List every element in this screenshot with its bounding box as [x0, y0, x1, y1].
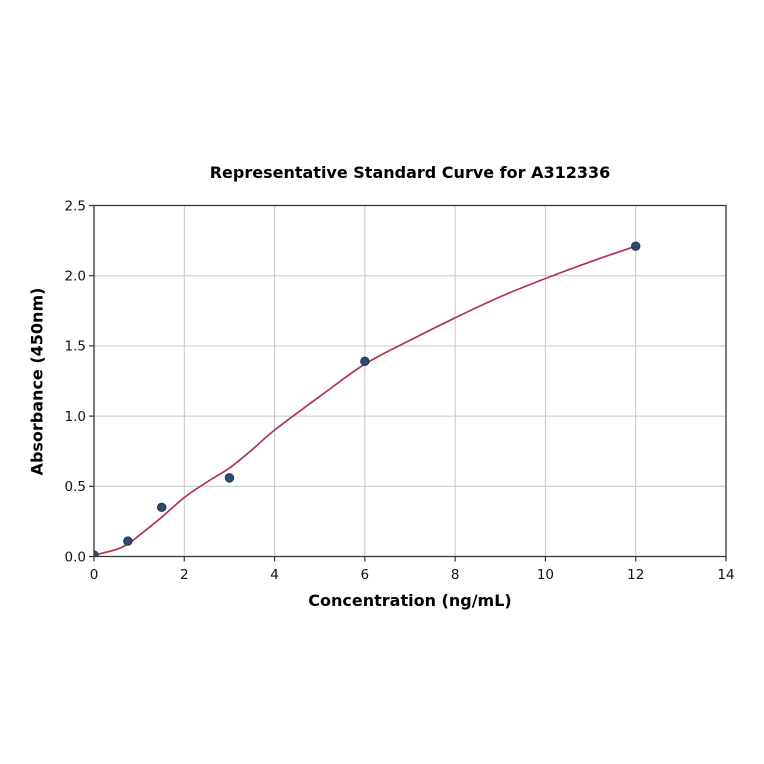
- x-tick-label: 10: [537, 567, 554, 583]
- x-tick-label: 12: [627, 567, 644, 583]
- x-axis-label: Concentration (ng/mL): [308, 591, 512, 610]
- chart-title: Representative Standard Curve for A31233…: [209, 163, 611, 182]
- y-tick-label: 2.0: [65, 269, 86, 285]
- y-tick-label: 0.5: [65, 479, 86, 495]
- data-layer: [94, 241, 641, 557]
- fit-curve-line: [94, 245, 637, 556]
- x-tick-label: 14: [717, 567, 734, 583]
- data-point-marker: [157, 502, 167, 513]
- y-tick-label: 1.5: [65, 339, 86, 355]
- data-point-marker: [224, 473, 235, 483]
- x-tick-label: 4: [270, 567, 279, 583]
- x-tick-label: 0: [90, 567, 99, 583]
- x-tick-label: 8: [451, 567, 460, 583]
- data-point-marker: [123, 536, 133, 546]
- y-tick-label: 2.5: [65, 198, 86, 214]
- y-tick-label: 0.0: [65, 549, 86, 565]
- x-tick-label: 2: [180, 567, 189, 583]
- y-tick-label: 1.0: [65, 409, 86, 425]
- data-point-marker: [631, 241, 641, 251]
- x-tick-label: 6: [361, 567, 370, 583]
- plot-border: [93, 204, 727, 558]
- data-point-marker: [360, 356, 370, 367]
